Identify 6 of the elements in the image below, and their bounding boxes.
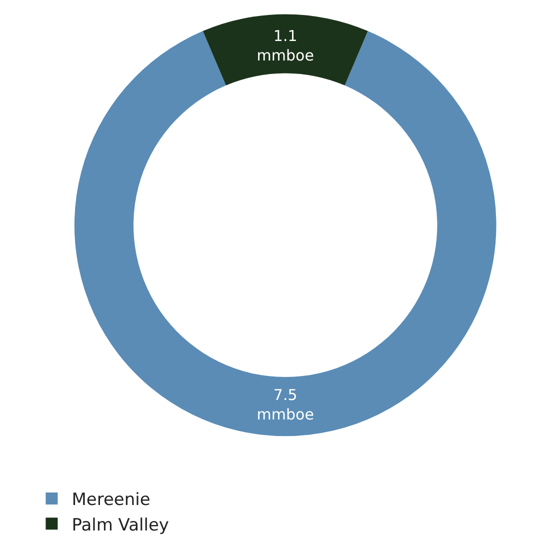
donut-slice <box>74 31 496 436</box>
data-label: 1.1 mmboe <box>256 27 314 65</box>
legend-label: Mereenie <box>72 490 150 510</box>
legend-label: Palm Valley <box>72 515 169 536</box>
data-label: 7.5 mmboe <box>256 386 314 424</box>
donut-slice <box>202 14 368 86</box>
